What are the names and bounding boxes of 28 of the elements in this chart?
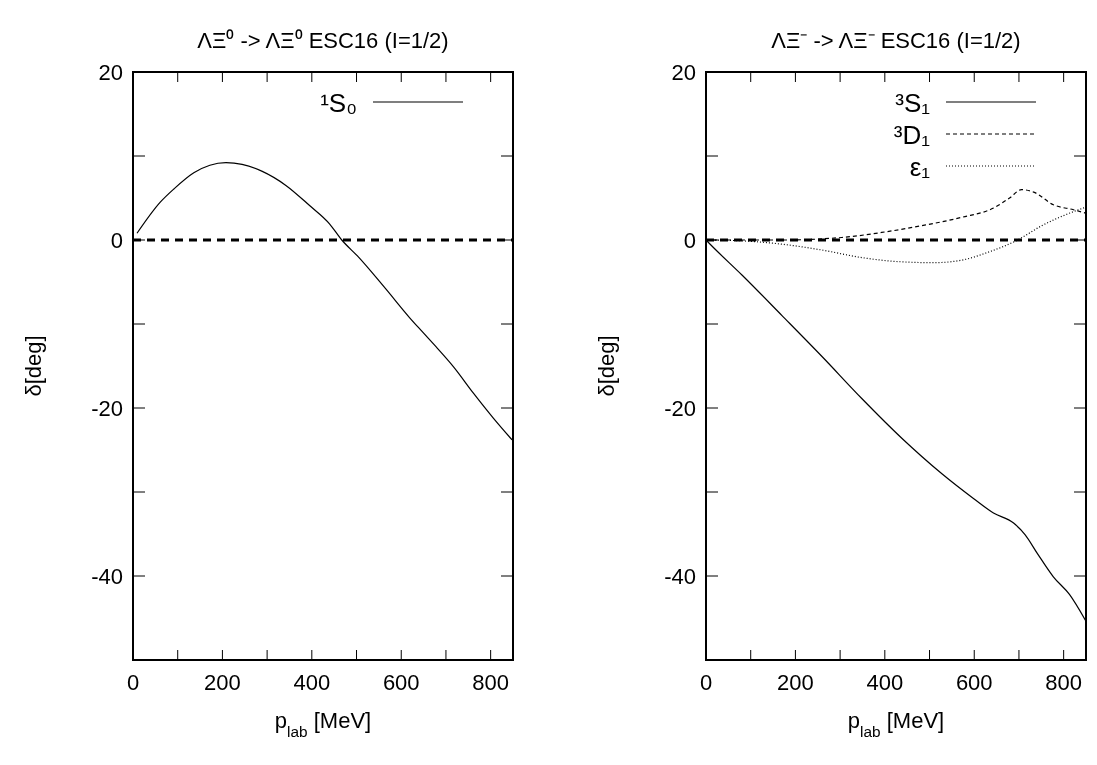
x-axis-title: p$_{lab}$ [MeV] [847, 708, 945, 740]
legend-label: ε₁ [909, 152, 931, 182]
x-tick-label: 200 [204, 670, 241, 695]
x-tick-label: 0 [126, 670, 140, 695]
y-axis-title: δ[deg] [21, 335, 46, 397]
y-tick-label: -40 [91, 564, 123, 589]
x-tick-label: 600 [382, 670, 420, 695]
x-tick-label: 0 [699, 670, 713, 695]
y-tick-label: -40 [664, 564, 696, 589]
chart-title: ΛΞ⁰ -> ΛΞ⁰ ESC16 (I=1/2) [197, 28, 449, 53]
legend-label: ³D₁ [893, 120, 931, 150]
chart-title: ΛΞ⁻ -> ΛΞ⁻ ESC16 (I=1/2) [771, 28, 1021, 53]
x-axis-title: p$_{lab}$ [MeV] [274, 708, 372, 740]
x-tick-label: 400 [293, 670, 331, 695]
x-tick-label: 600 [955, 670, 993, 695]
legend-label: ³S₁ [895, 88, 931, 118]
y-tick-label: 20 [98, 60, 123, 85]
y-tick-label: 0 [110, 228, 123, 253]
y-axis-title: δ[deg] [594, 335, 619, 397]
x-tick-label: 800 [472, 670, 510, 695]
x-tick-label: 200 [777, 670, 814, 695]
legend-label: ¹S₀ [320, 88, 357, 118]
x-tick-label: 800 [1045, 670, 1083, 695]
y-tick-label: -20 [91, 396, 123, 421]
y-tick-label: -20 [664, 396, 696, 421]
y-tick-label: 0 [683, 228, 696, 253]
x-tick-label: 400 [866, 670, 904, 695]
y-tick-label: 20 [671, 60, 696, 85]
